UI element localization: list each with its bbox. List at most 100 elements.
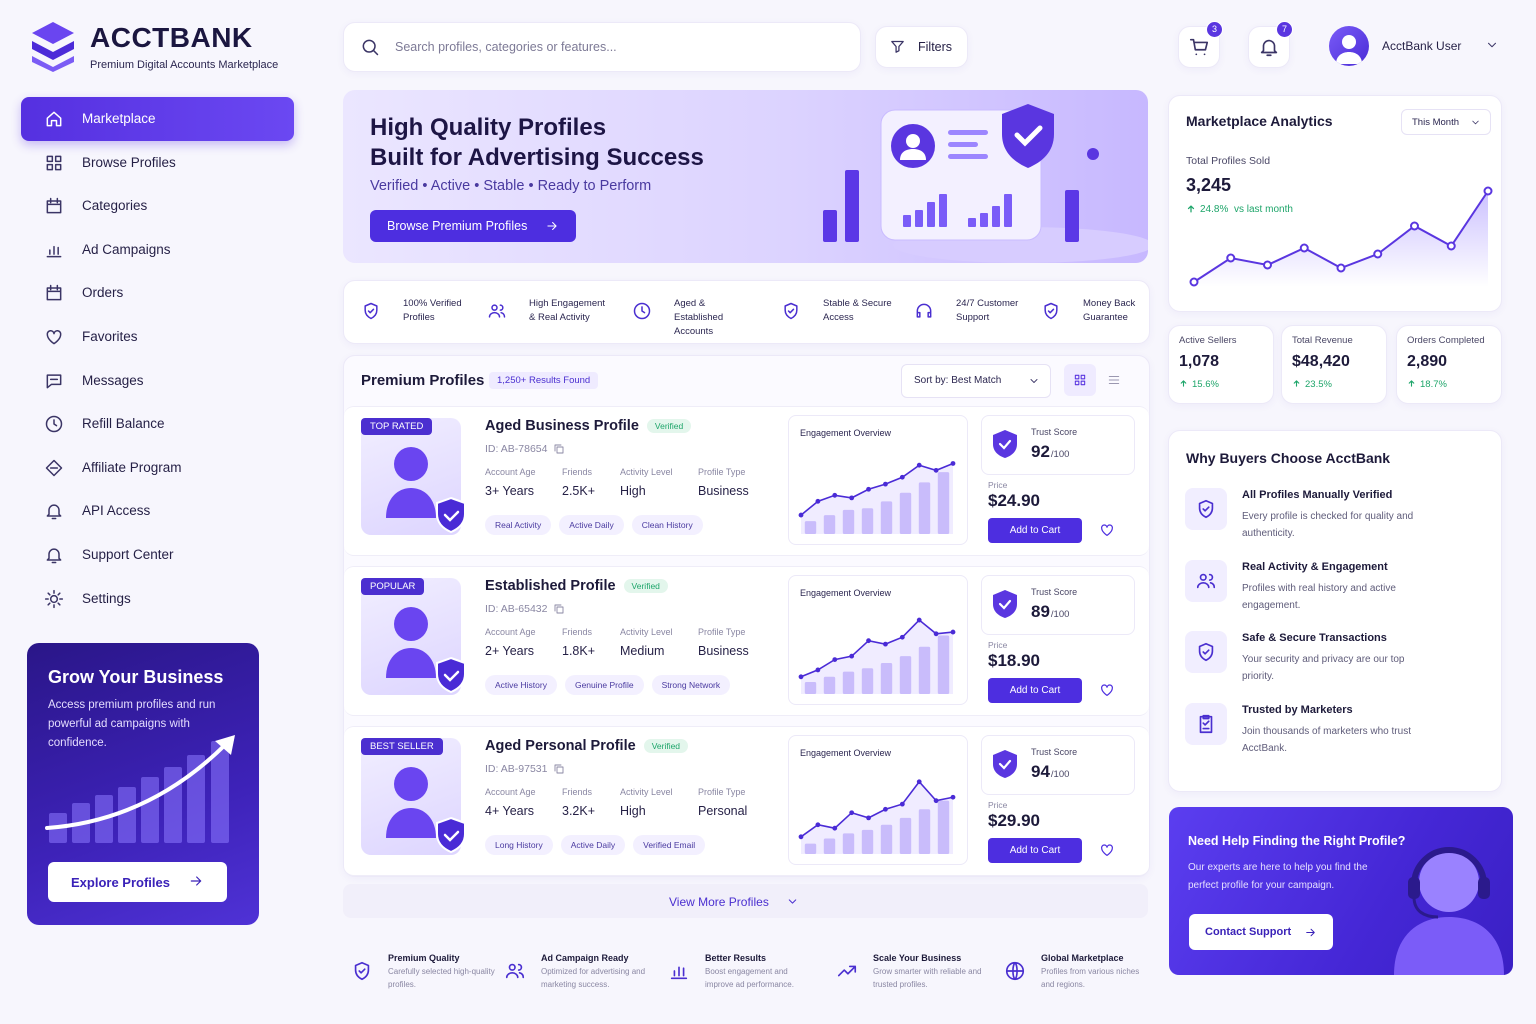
avatar-head [394, 607, 428, 641]
engagement-area [801, 781, 953, 854]
engagement-area [801, 620, 953, 694]
profile-name[interactable]: Aged Business Profile [485, 418, 639, 434]
price: $29.90 [988, 811, 1040, 830]
nav-label[interactable]: Ad Campaigns [82, 241, 171, 257]
nav-item[interactable]: Settings [21, 577, 294, 621]
icon [1472, 120, 1479, 125]
logo-layer [32, 56, 74, 72]
shield-shape [993, 590, 1017, 618]
nav-label[interactable]: API Access [82, 503, 151, 519]
period-label[interactable]: This Month [1412, 117, 1459, 128]
icon-shape [1408, 380, 1415, 387]
field-value: 2.5K+ [562, 484, 596, 498]
logo-layer [32, 41, 74, 60]
nav-label[interactable]: Orders [82, 285, 124, 301]
analytics-panel: Marketplace Analytics This Month Total Pro… [1168, 95, 1502, 312]
nav-item[interactable]: Favorites [21, 315, 294, 359]
nav-item[interactable]: Ad Campaigns [21, 228, 294, 272]
add-to-cart-button[interactable]: Add to Cart [988, 518, 1082, 543]
profile-name[interactable]: Aged Personal Profile [485, 738, 636, 754]
hero-button-label[interactable]: Browse Premium Profiles [387, 219, 528, 233]
search-placeholder[interactable]: Search profiles, categories or features.… [395, 40, 617, 54]
profile-id: ID: AB-65432 [485, 603, 548, 615]
nav-label[interactable]: Browse Profiles [82, 154, 176, 170]
add-to-cart-label[interactable]: Add to Cart [1009, 845, 1061, 856]
avatar-body [386, 648, 436, 678]
favorite-button[interactable] [1096, 679, 1118, 701]
nav-item[interactable]: Orders [21, 271, 294, 315]
brand-tagline: Premium Digital Accounts Marketplace [90, 59, 279, 71]
icon [1044, 302, 1058, 320]
nav-item[interactable]: Marketplace [21, 97, 294, 141]
nav-label[interactable]: Categories [82, 198, 148, 214]
why-item-title: Safe & Secure Transactions [1242, 632, 1387, 644]
nav-label[interactable]: Settings [82, 590, 131, 606]
view-grid-button[interactable] [1064, 364, 1096, 396]
promo-arrow-head [215, 735, 235, 755]
contact-support-label[interactable]: Contact Support [1205, 926, 1292, 938]
hero-button[interactable]: Browse Premium Profiles [370, 210, 576, 242]
nav-item[interactable]: Categories [21, 184, 294, 228]
icon-shape [190, 876, 202, 886]
favorite-button[interactable] [1096, 839, 1118, 861]
trust-shield [993, 430, 1017, 458]
verified-chip: Verified [643, 739, 689, 753]
promo-button[interactable]: Explore Profiles [48, 862, 227, 902]
engagement-area [801, 463, 953, 534]
icon-button[interactable]: 3 [1178, 21, 1223, 68]
add-to-cart-button[interactable]: Add to Cart [988, 678, 1082, 703]
profile-name[interactable]: Established Profile [485, 578, 616, 594]
nav-item[interactable]: API Access [21, 489, 294, 533]
field-label: Activity Level [620, 467, 673, 477]
icon [1198, 642, 1214, 662]
stat-change: 18.7% [1420, 379, 1447, 390]
nav-label[interactable]: Support Center [82, 547, 174, 562]
icon [555, 444, 564, 454]
period-dropdown[interactable]: This Month [1401, 109, 1491, 135]
hero-line [948, 130, 988, 135]
nav-item[interactable]: Refill Balance [21, 402, 294, 446]
nav-item[interactable]: Messages [21, 359, 294, 403]
nav-label[interactable]: Favorites [82, 329, 138, 344]
hero-illustration [823, 104, 1148, 263]
nav-label[interactable]: Messages [82, 372, 144, 388]
icon-shape [46, 329, 62, 345]
icon [788, 899, 797, 904]
nav-item[interactable]: Browse Profiles [21, 141, 294, 185]
favorite-button[interactable] [1096, 519, 1118, 541]
trust-max: /100 [1050, 449, 1070, 460]
why-item-text: Every profile is checked for quality and… [1242, 511, 1414, 539]
add-to-cart-label[interactable]: Add to Cart [1009, 525, 1061, 536]
nav-item[interactable]: Affiliate Program [21, 446, 294, 490]
engagement-chart [798, 461, 956, 534]
contact-support-button[interactable]: Contact Support [1189, 914, 1333, 950]
trust-score: 92 [1031, 442, 1050, 461]
add-to-cart-button[interactable]: Add to Cart [988, 838, 1082, 863]
engagement-point [849, 653, 855, 659]
nav-label[interactable]: Refill Balance [82, 416, 165, 432]
filters-button[interactable]: Filters [875, 26, 968, 68]
add-to-cart-label[interactable]: Add to Cart [1009, 685, 1061, 696]
promo-button-label[interactable]: Explore Profiles [71, 875, 170, 890]
results-chip: 1,250+ Results Found [489, 372, 599, 389]
filters-label[interactable]: Filters [918, 40, 953, 54]
sort-label[interactable]: Sort by: Best Match [914, 375, 1002, 386]
nav-label[interactable]: Marketplace [82, 111, 156, 126]
icon [555, 604, 564, 614]
agent-ear [1478, 877, 1490, 899]
id-row: ID: AB-97531 [485, 763, 565, 775]
nav-label[interactable]: Affiliate Program [82, 459, 182, 475]
search-box[interactable]: Search profiles, categories or features.… [343, 22, 861, 72]
tag-chip: Clean History [631, 515, 703, 535]
sort-dropdown[interactable]: Sort by: Best Match [901, 364, 1051, 398]
avatar[interactable] [1329, 26, 1369, 66]
view-more-button[interactable]: View More Profiles [343, 884, 1148, 918]
nav-item[interactable]: Support Center [21, 533, 294, 577]
icon [1260, 39, 1278, 57]
user-name[interactable]: AcctBank User [1382, 39, 1462, 53]
avatar-check [443, 830, 460, 842]
view-more-label[interactable]: View More Profiles [669, 895, 769, 909]
icon-button[interactable]: 7 [1248, 21, 1293, 68]
hero-bar [823, 210, 837, 242]
profile-image [361, 418, 466, 535]
